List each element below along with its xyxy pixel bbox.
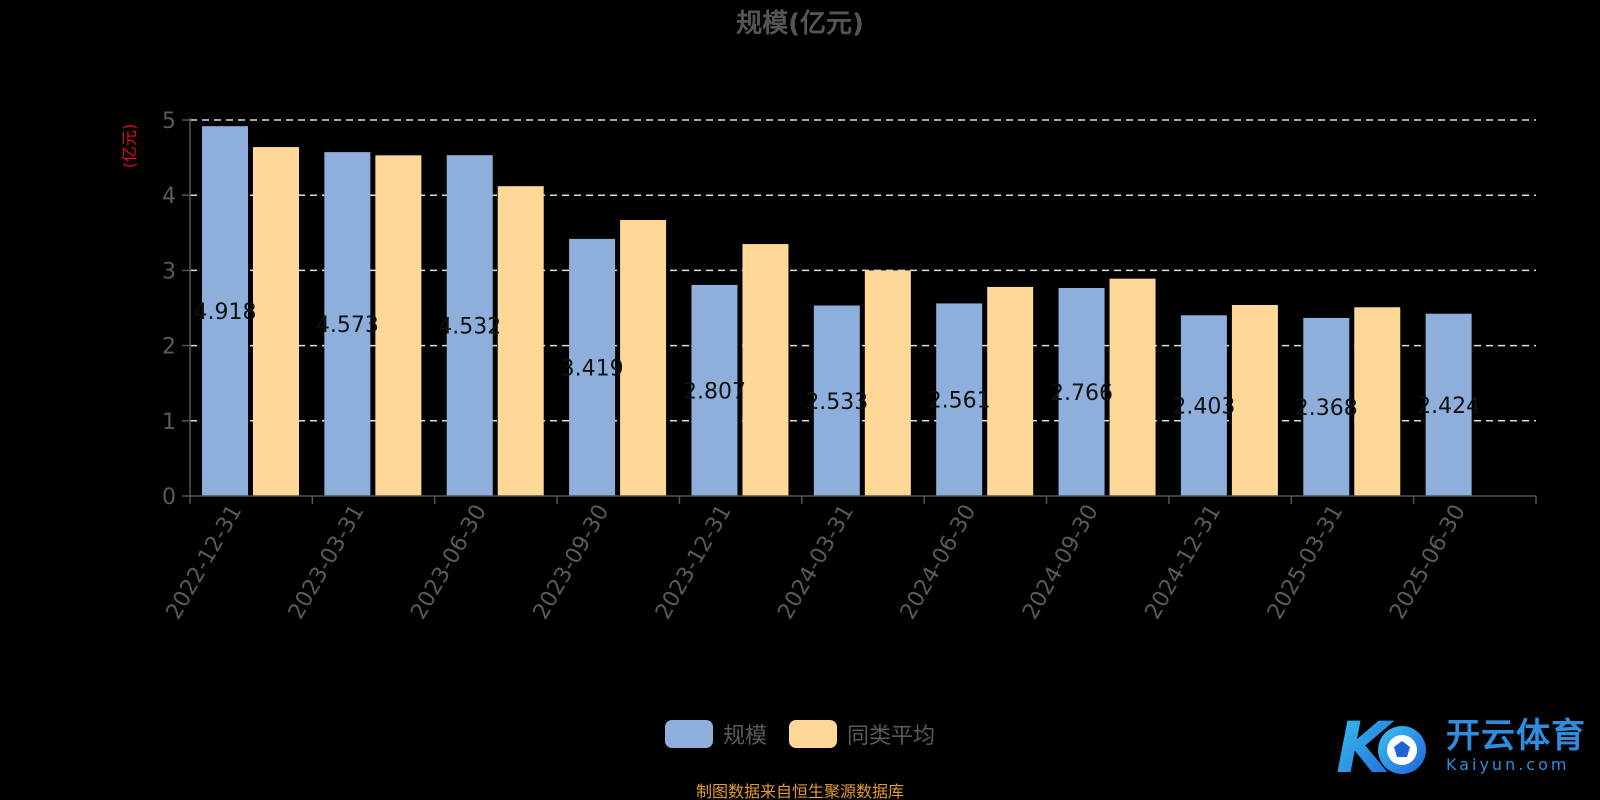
legend-swatch-scale [664,720,713,748]
x-tick-label: 2024-09-30 [1018,501,1104,624]
x-tick-label: 2022-12-31 [162,501,248,624]
bar-scale[interactable] [202,126,248,497]
legend-label-peer-average: 同类平均 [847,724,936,749]
data-label: 2.561 [928,389,991,414]
data-label: 2.766 [1050,381,1113,406]
x-tick-label: 2023-06-30 [406,501,492,624]
y-axis-label: (亿元) [120,124,139,169]
data-label: 4.532 [438,315,501,340]
watermark: K 开云体育 Kaiyun.com [1334,710,1586,782]
x-tick-label: 2025-06-30 [1385,501,1471,624]
data-label: 4.573 [316,313,379,338]
data-label: 2.533 [805,390,868,415]
data-label: 2.403 [1172,395,1235,420]
bar-peer-average[interactable] [620,220,667,497]
bar-scale[interactable] [1425,313,1472,496]
y-tick-label: 3 [162,259,176,284]
labels-layer: 4.918 4.573 4.532 3.419 2.807 2.533 2.561 2.766… [194,300,1481,421]
data-label: 2.424 [1417,394,1480,419]
y-tick-label: 0 [162,485,176,510]
source-note: 制图数据来自恒生聚源数据库 [695,782,904,800]
bar-peer-average[interactable] [987,286,1034,496]
bar-scale[interactable] [324,152,371,496]
legend-label-scale: 规模 [722,724,767,749]
bar-peer-average[interactable] [1231,304,1278,496]
bars-layer [202,126,1472,497]
legend-item-scale[interactable]: 规模 [664,718,767,750]
x-tick-label: 2024-03-31 [773,501,859,624]
chart-title: 规模(亿元) [736,9,864,39]
bar-scale[interactable] [813,305,860,496]
y-tick-label: 4 [162,184,176,209]
bar-peer-average[interactable] [497,186,544,496]
bar-scale[interactable] [1180,315,1227,496]
brand-logo-icon: K [1336,710,1426,782]
data-label: 4.918 [194,300,257,325]
bar-peer-average[interactable] [864,270,911,496]
brand-name-cn: 开云体育 [1446,716,1586,756]
x-tick-label: 2023-09-30 [529,501,615,624]
x-tick-label: 2023-12-31 [651,501,737,624]
bar-scale[interactable] [936,303,983,496]
x-tick-label: 2025-03-31 [1263,501,1349,624]
legend-swatch-peer-average [789,720,837,748]
bar-peer-average[interactable] [375,155,422,496]
bar-scale[interactable] [1303,317,1350,496]
legend: 规模 同类平均 [0,718,1600,750]
data-label: 2.368 [1295,396,1358,421]
bar-scale[interactable] [691,284,738,496]
x-tick-label: 2024-12-31 [1141,501,1227,624]
y-tick-label: 2 [162,335,176,360]
x-tick-label: 2023-03-31 [284,501,370,624]
bar-scale[interactable] [1058,287,1105,496]
data-label: 2.807 [683,379,746,404]
bar-peer-average[interactable] [253,147,299,496]
bar-peer-average[interactable] [1109,278,1156,496]
bar-scale[interactable] [446,155,493,496]
y-tick-label: 5 [162,109,176,134]
data-label: 3.419 [561,356,624,381]
legend-item-peer-average[interactable]: 同类平均 [789,718,935,750]
y-tick-label: 1 [162,410,176,435]
bar-peer-average[interactable] [1354,307,1401,496]
bar-scale[interactable] [569,238,616,496]
brand-name-en: Kaiyun.com [1446,755,1570,774]
bar-peer-average[interactable] [742,244,789,496]
x-tick-label: 2024-06-30 [896,501,982,624]
